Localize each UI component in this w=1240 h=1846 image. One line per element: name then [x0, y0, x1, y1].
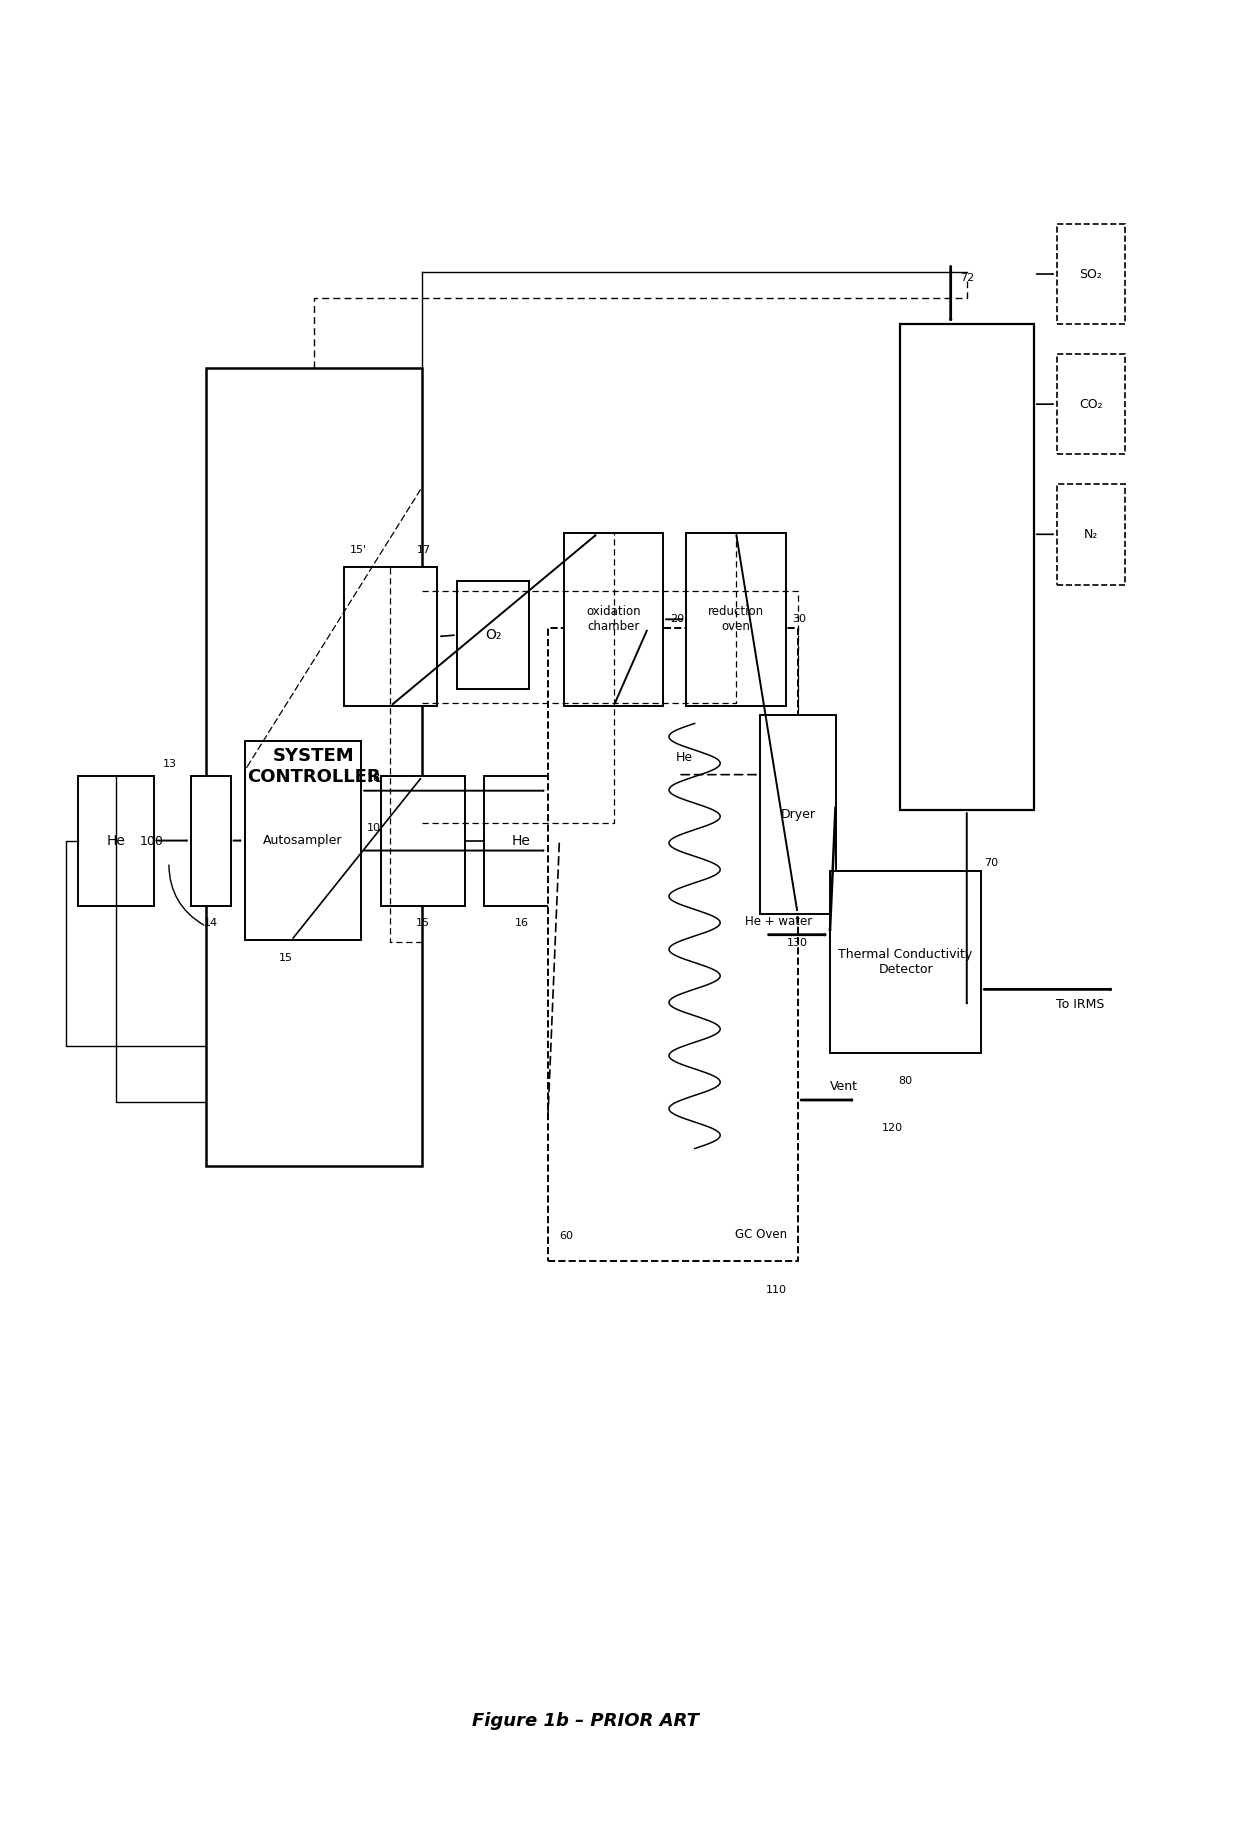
Text: 10: 10: [367, 823, 381, 833]
Text: He: He: [676, 751, 693, 764]
Text: He: He: [512, 834, 531, 847]
Bar: [1056, 223, 1125, 325]
Bar: [206, 367, 422, 1167]
Bar: [381, 775, 465, 906]
Text: 15: 15: [415, 919, 430, 929]
Bar: [548, 628, 799, 1261]
Text: 14: 14: [203, 919, 218, 929]
Bar: [1056, 354, 1125, 454]
Text: 100: 100: [139, 834, 164, 847]
Text: 16: 16: [515, 919, 528, 929]
Text: O₂: O₂: [485, 628, 501, 642]
Text: Dryer: Dryer: [780, 809, 815, 821]
Bar: [191, 775, 231, 906]
Text: To IRMS: To IRMS: [1056, 997, 1105, 1010]
Bar: [1056, 484, 1125, 585]
Text: 18: 18: [367, 773, 381, 783]
Text: 15: 15: [279, 953, 293, 964]
Text: Autosampler: Autosampler: [263, 834, 342, 847]
Text: 15': 15': [350, 545, 367, 556]
Text: SYSTEM
CONTROLLER: SYSTEM CONTROLLER: [247, 748, 381, 786]
Text: GC Oven: GC Oven: [734, 1228, 786, 1241]
Text: reduction
oven: reduction oven: [708, 605, 764, 633]
Text: CO₂: CO₂: [1079, 397, 1102, 410]
Text: Figure 1b – PRIOR ART: Figure 1b – PRIOR ART: [471, 1713, 698, 1730]
Text: 20: 20: [670, 615, 684, 624]
Text: 80: 80: [899, 1076, 913, 1087]
Text: He: He: [107, 834, 125, 847]
Bar: [900, 325, 1034, 810]
Text: N₂: N₂: [1084, 528, 1099, 541]
Text: He + water: He + water: [745, 916, 812, 929]
Text: 13: 13: [164, 759, 177, 768]
Text: 120: 120: [883, 1122, 904, 1133]
Text: 17: 17: [417, 545, 432, 556]
Bar: [78, 775, 154, 906]
Bar: [760, 714, 836, 914]
Bar: [484, 775, 559, 906]
Text: Vent: Vent: [830, 1080, 858, 1093]
Text: SO₂: SO₂: [1080, 268, 1102, 281]
Text: 30: 30: [792, 615, 806, 624]
Bar: [456, 581, 529, 689]
Bar: [687, 533, 785, 707]
Bar: [343, 567, 436, 707]
Text: 70: 70: [985, 858, 998, 868]
Text: 130: 130: [787, 938, 808, 947]
Text: 110: 110: [765, 1285, 786, 1294]
Text: Thermal Conductivity
Detector: Thermal Conductivity Detector: [838, 949, 972, 977]
Text: 72: 72: [960, 273, 975, 282]
Text: oxidation
chamber: oxidation chamber: [587, 605, 641, 633]
Text: 60: 60: [559, 1231, 573, 1241]
Bar: [564, 533, 663, 707]
Bar: [244, 740, 361, 940]
Bar: [830, 871, 981, 1054]
